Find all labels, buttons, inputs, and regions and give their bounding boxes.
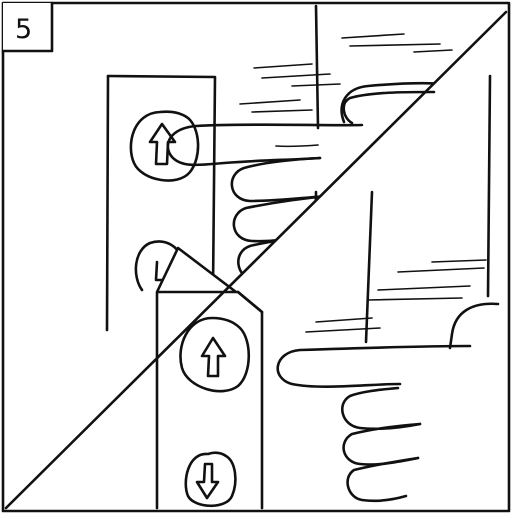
panel-number: 5 (15, 14, 32, 45)
lower-panel-bevel (236, 290, 264, 314)
lower-speed-line (367, 297, 463, 301)
upper-wall-line (314, 4, 320, 130)
upper-finger-crease (275, 144, 319, 148)
lower-speed-line (305, 327, 381, 333)
lower-pointing-finger (276, 344, 472, 388)
lower-speed-line (315, 317, 373, 323)
panel-divider (4, 10, 508, 510)
upper-up-arrow-icon (148, 122, 177, 166)
lower-up-arrow-icon (200, 336, 227, 378)
lower-up-button (179, 316, 251, 393)
lower-curled-finger-3 (346, 456, 420, 503)
panel-number-box-fill (3, 3, 52, 51)
lower-wall-line (486, 74, 492, 298)
upper-button-panel-left-edge (105, 74, 110, 332)
lower-hand-knuckle (448, 302, 500, 350)
upper-speed-line (413, 49, 453, 53)
lower-down-arrow-icon (195, 462, 220, 500)
upper-speed-line (349, 43, 441, 47)
lower-down-button (184, 451, 237, 508)
lower-panel-fill (157, 248, 262, 508)
upper-speed-line (341, 33, 405, 39)
lower-wall-line-middle (364, 190, 374, 344)
upper-speed-line (239, 99, 301, 105)
lower-hand-back (342, 90, 436, 125)
lower-speed-line (377, 285, 471, 291)
upper-button-panel (106, 74, 217, 292)
lower-speed-line (397, 267, 485, 273)
upper-up-button (129, 110, 200, 182)
upper-pointing-finger (166, 123, 364, 167)
upper-speed-line (253, 63, 313, 69)
lower-right-scene (155, 74, 500, 510)
lower-speed-line (431, 259, 487, 263)
upper-curled-finger-1 (230, 156, 330, 203)
upper-speed-line (261, 73, 331, 79)
upper-hand-back (340, 81, 448, 124)
upper-speed-line (291, 83, 341, 87)
upper-speed-line (251, 109, 313, 113)
panel-number-box (1, 1, 54, 53)
